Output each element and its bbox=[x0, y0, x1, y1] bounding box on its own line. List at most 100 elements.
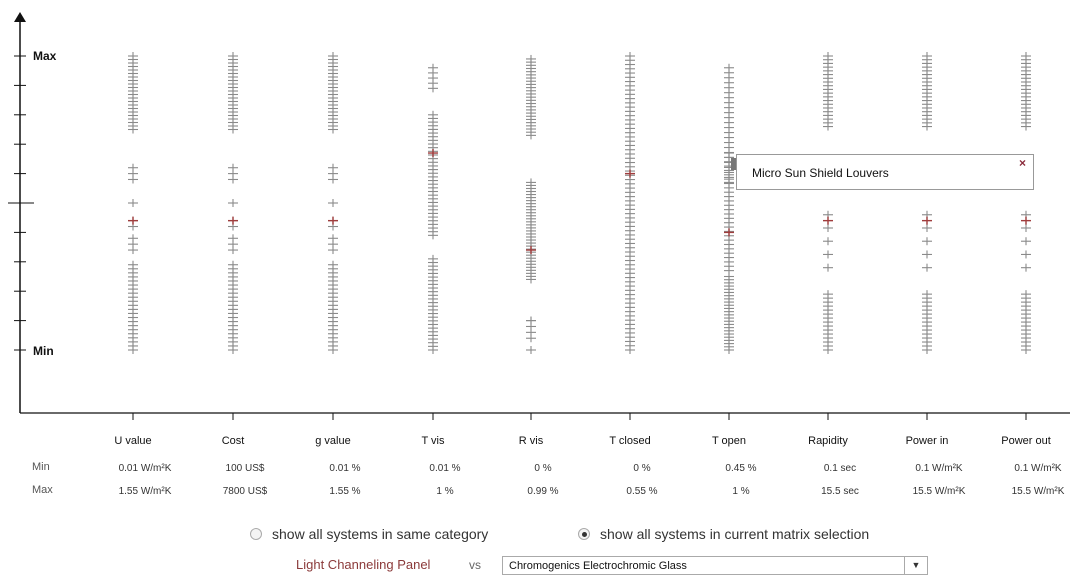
data-marker bbox=[128, 346, 138, 354]
column-min-value: 0.1 sec bbox=[824, 463, 856, 474]
radio-current-matrix[interactable] bbox=[578, 528, 590, 540]
data-marker bbox=[128, 52, 138, 60]
column-max-value: 1 % bbox=[436, 486, 453, 497]
compare-select-value: Chromogenics Electrochromic Glass bbox=[509, 560, 687, 572]
tooltip-pointer bbox=[731, 158, 737, 170]
column-max-value: 15.5 sec bbox=[821, 486, 859, 497]
y-axis-max-label: Max bbox=[33, 49, 57, 63]
column-name-label: T closed bbox=[609, 435, 650, 447]
y-axis-arrow-icon bbox=[14, 12, 26, 22]
column-min-value: 100 US$ bbox=[226, 463, 265, 474]
compare-system-label: Light Channeling Panel bbox=[296, 557, 431, 572]
column-min-value: 0.45 % bbox=[725, 463, 756, 474]
data-marker bbox=[328, 52, 338, 60]
row-label-max: Max bbox=[32, 484, 53, 496]
data-marker bbox=[526, 346, 536, 354]
data-marker bbox=[922, 263, 932, 272]
data-marker bbox=[228, 52, 238, 60]
column-max-value: 1.55 % bbox=[329, 486, 360, 497]
column-min-value: 0.01 % bbox=[329, 463, 360, 474]
highlight-marker bbox=[526, 246, 536, 255]
highlight-marker bbox=[1021, 216, 1031, 225]
data-marker bbox=[128, 199, 138, 207]
column-min-value: 0.01 W/m²K bbox=[119, 463, 172, 474]
chart-axes bbox=[8, 12, 1070, 420]
data-marker bbox=[922, 346, 932, 354]
column-max-value: 15.5 W/m²K bbox=[913, 486, 966, 497]
data-marker bbox=[823, 250, 833, 259]
compare-vs-label: vs bbox=[469, 558, 481, 572]
highlight-marker bbox=[922, 216, 932, 225]
data-marker bbox=[526, 275, 536, 284]
column-min-value: 0.1 W/m²K bbox=[1014, 463, 1062, 474]
column-max-value: 15.5 W/m²K bbox=[1012, 486, 1065, 497]
highlight-marker bbox=[228, 216, 238, 225]
data-marker bbox=[922, 250, 932, 259]
column-name-label: T open bbox=[712, 435, 746, 447]
caret-down-icon[interactable]: ▼ bbox=[904, 557, 927, 574]
column-name-label: Power in bbox=[906, 435, 949, 447]
data-marker bbox=[823, 223, 833, 232]
column-max-value: 1.55 W/m²K bbox=[119, 486, 172, 497]
data-marker bbox=[328, 246, 338, 255]
data-marker bbox=[724, 346, 734, 354]
data-marker bbox=[823, 346, 833, 354]
data-marker bbox=[1021, 122, 1031, 131]
data-marker bbox=[625, 346, 635, 354]
parallel-scatter-chart: Max Min Min Max U value 0.01 W/m²K 1.55 W/m²K C… bbox=[8, 12, 1070, 497]
data-marker bbox=[428, 84, 438, 93]
data-marker bbox=[922, 122, 932, 131]
data-marker bbox=[328, 163, 338, 172]
column-min-value: 0 % bbox=[633, 463, 650, 474]
option-same-category[interactable]: show all systems in same category bbox=[250, 526, 488, 542]
data-marker bbox=[228, 246, 238, 255]
highlight-marker bbox=[128, 216, 138, 225]
close-icon[interactable]: × bbox=[1018, 156, 1026, 170]
column-name-label: T vis bbox=[421, 435, 445, 447]
system-tooltip: Micro Sun Shield Louvers × bbox=[736, 154, 1034, 190]
chart-labels: Max Min Min Max U value 0.01 W/m²K 1.55 W/m²K C… bbox=[32, 49, 1065, 497]
highlight-marker bbox=[625, 169, 635, 178]
option-current-matrix[interactable]: show all systems in current matrix selec… bbox=[578, 526, 869, 542]
data-marker bbox=[1021, 223, 1031, 232]
row-label-min: Min bbox=[32, 461, 50, 473]
tooltip-label: Micro Sun Shield Louvers bbox=[752, 166, 889, 180]
highlight-marker bbox=[428, 149, 438, 158]
data-marker bbox=[823, 122, 833, 131]
option-same-category-label: show all systems in same category bbox=[272, 526, 489, 542]
column-name-label: U value bbox=[114, 435, 151, 447]
data-marker bbox=[1021, 346, 1031, 354]
column-max-value: 1 % bbox=[732, 486, 749, 497]
data-marker bbox=[228, 199, 238, 207]
data-marker bbox=[128, 163, 138, 172]
column-max-value: 7800 US$ bbox=[223, 486, 268, 497]
data-marker bbox=[428, 231, 438, 240]
column-min-value: 0.1 W/m²K bbox=[915, 463, 963, 474]
column-name-label: g value bbox=[315, 435, 350, 447]
column-name-label: Cost bbox=[222, 435, 245, 447]
data-marker bbox=[526, 334, 536, 343]
data-marker bbox=[1021, 237, 1031, 246]
highlight-marker bbox=[724, 228, 734, 237]
data-marker bbox=[1021, 250, 1031, 259]
data-marker bbox=[526, 131, 536, 140]
data-marker bbox=[328, 346, 338, 354]
data-marker bbox=[228, 163, 238, 172]
column-max-value: 0.99 % bbox=[527, 486, 558, 497]
data-marker bbox=[823, 237, 833, 246]
highlight-marker bbox=[328, 216, 338, 225]
column-min-value: 0 % bbox=[534, 463, 551, 474]
column-max-value: 0.55 % bbox=[626, 486, 657, 497]
column-name-label: Power out bbox=[1001, 435, 1051, 447]
chart-marks bbox=[128, 52, 1031, 354]
data-marker bbox=[228, 346, 238, 354]
y-axis-min-label: Min bbox=[33, 344, 54, 358]
column-min-value: 0.01 % bbox=[429, 463, 460, 474]
highlight-marker bbox=[823, 216, 833, 225]
data-marker bbox=[128, 246, 138, 255]
data-marker bbox=[328, 199, 338, 207]
radio-same-category[interactable] bbox=[250, 528, 262, 540]
column-name-label: R vis bbox=[519, 435, 544, 447]
option-current-matrix-label: show all systems in current matrix selec… bbox=[600, 526, 870, 542]
compare-system-select[interactable]: Chromogenics Electrochromic Glass ▼ bbox=[502, 556, 928, 575]
